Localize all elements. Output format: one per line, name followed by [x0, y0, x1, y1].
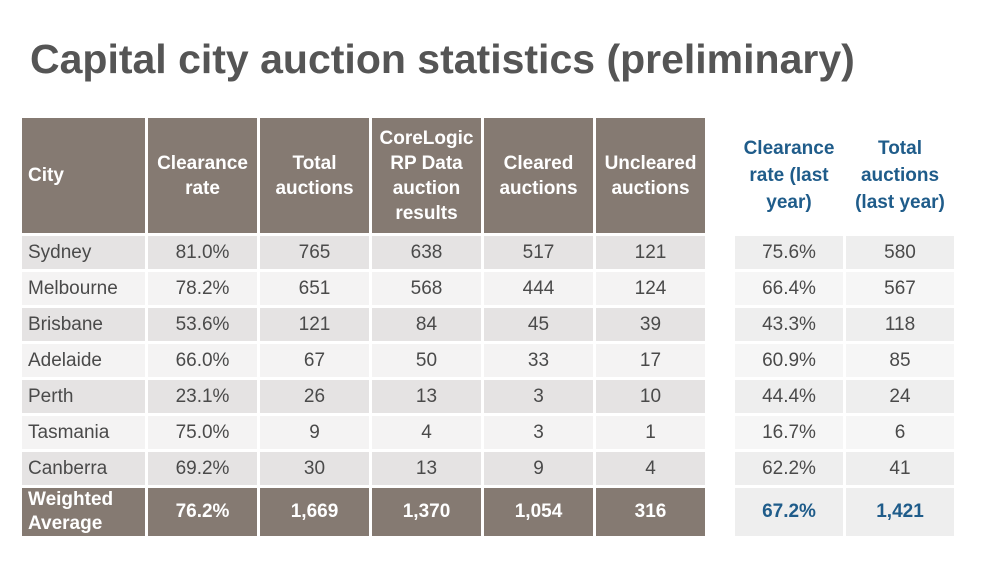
row-canberra-clearance-rate: 69.2% [148, 452, 257, 485]
ly-sydney-clearance-rate: 75.6% [735, 236, 843, 269]
row-melbourne-cleared: 444 [484, 272, 593, 305]
row-sydney-uncleared: 121 [596, 236, 705, 269]
row-brisbane-clearance-rate: 53.6% [148, 308, 257, 341]
row-tasmania-clearance-rate: 75.0% [148, 416, 257, 449]
row-canberra-corelogic-results: 13 [372, 452, 481, 485]
header-uncleared-auctions: Uncleared auctions [596, 118, 705, 233]
row-perth-city: Perth [22, 380, 145, 413]
ly-perth-clearance-rate: 44.4% [735, 380, 843, 413]
ly-sydney-total-auctions: 580 [846, 236, 954, 269]
row-average-cleared: 1,054 [484, 488, 593, 536]
row-average-corelogic-results: 1,370 [372, 488, 481, 536]
row-perth-clearance-rate: 23.1% [148, 380, 257, 413]
row-sydney-total-auctions: 765 [260, 236, 369, 269]
row-adelaide-uncleared: 17 [596, 344, 705, 377]
row-sydney-clearance-rate: 81.0% [148, 236, 257, 269]
row-sydney-corelogic-results: 638 [372, 236, 481, 269]
header-total-auctions: Total auctions [260, 118, 369, 233]
header-city: City [22, 118, 145, 233]
row-tasmania-uncleared: 1 [596, 416, 705, 449]
row-canberra-uncleared: 4 [596, 452, 705, 485]
ly-canberra-clearance-rate: 62.2% [735, 452, 843, 485]
ly-average-clearance-rate: 67.2% [735, 488, 843, 536]
row-average-total-auctions: 1,669 [260, 488, 369, 536]
row-perth-total-auctions: 26 [260, 380, 369, 413]
header-cleared-auctions: Cleared auctions [484, 118, 593, 233]
row-perth-uncleared: 10 [596, 380, 705, 413]
last-year-table: Clearance rate (last year) Total auction… [735, 118, 954, 536]
ly-tasmania-clearance-rate: 16.7% [735, 416, 843, 449]
row-canberra-city: Canberra [22, 452, 145, 485]
ly-brisbane-total-auctions: 118 [846, 308, 954, 341]
ly-canberra-total-auctions: 41 [846, 452, 954, 485]
row-average-uncleared: 316 [596, 488, 705, 536]
ly-melbourne-clearance-rate: 66.4% [735, 272, 843, 305]
row-adelaide-city: Adelaide [22, 344, 145, 377]
row-average-label: Weighted Average [22, 488, 145, 536]
ly-adelaide-clearance-rate: 60.9% [735, 344, 843, 377]
ly-brisbane-clearance-rate: 43.3% [735, 308, 843, 341]
row-adelaide-cleared: 33 [484, 344, 593, 377]
row-brisbane-corelogic-results: 84 [372, 308, 481, 341]
ly-tasmania-total-auctions: 6 [846, 416, 954, 449]
row-melbourne-uncleared: 124 [596, 272, 705, 305]
row-canberra-total-auctions: 30 [260, 452, 369, 485]
row-adelaide-clearance-rate: 66.0% [148, 344, 257, 377]
row-tasmania-city: Tasmania [22, 416, 145, 449]
row-brisbane-city: Brisbane [22, 308, 145, 341]
ly-perth-total-auctions: 24 [846, 380, 954, 413]
row-melbourne-city: Melbourne [22, 272, 145, 305]
row-adelaide-total-auctions: 67 [260, 344, 369, 377]
header-corelogic-results: CoreLogic RP Data auction results [372, 118, 481, 233]
row-canberra-cleared: 9 [484, 452, 593, 485]
row-tasmania-cleared: 3 [484, 416, 593, 449]
ly-melbourne-total-auctions: 567 [846, 272, 954, 305]
header-clearance-rate-last-year: Clearance rate (last year) [743, 138, 835, 213]
row-melbourne-corelogic-results: 568 [372, 272, 481, 305]
header-total-auctions-last-year: Total auctions (last year) [855, 138, 945, 213]
row-melbourne-clearance-rate: 78.2% [148, 272, 257, 305]
ly-adelaide-total-auctions: 85 [846, 344, 954, 377]
row-perth-corelogic-results: 13 [372, 380, 481, 413]
row-sydney-cleared: 517 [484, 236, 593, 269]
row-brisbane-uncleared: 39 [596, 308, 705, 341]
row-sydney-city: Sydney [22, 236, 145, 269]
row-adelaide-corelogic-results: 50 [372, 344, 481, 377]
ly-average-total-auctions: 1,421 [846, 488, 954, 536]
row-tasmania-corelogic-results: 4 [372, 416, 481, 449]
row-brisbane-total-auctions: 121 [260, 308, 369, 341]
page-title: Capital city auction statistics (prelimi… [30, 36, 855, 82]
header-clearance-rate: Clearance rate [148, 118, 257, 233]
row-melbourne-total-auctions: 651 [260, 272, 369, 305]
row-average-clearance-rate: 76.2% [148, 488, 257, 536]
row-brisbane-cleared: 45 [484, 308, 593, 341]
row-perth-cleared: 3 [484, 380, 593, 413]
row-tasmania-total-auctions: 9 [260, 416, 369, 449]
auction-stats-table: City Clearance rate Total auctions CoreL… [22, 118, 705, 536]
